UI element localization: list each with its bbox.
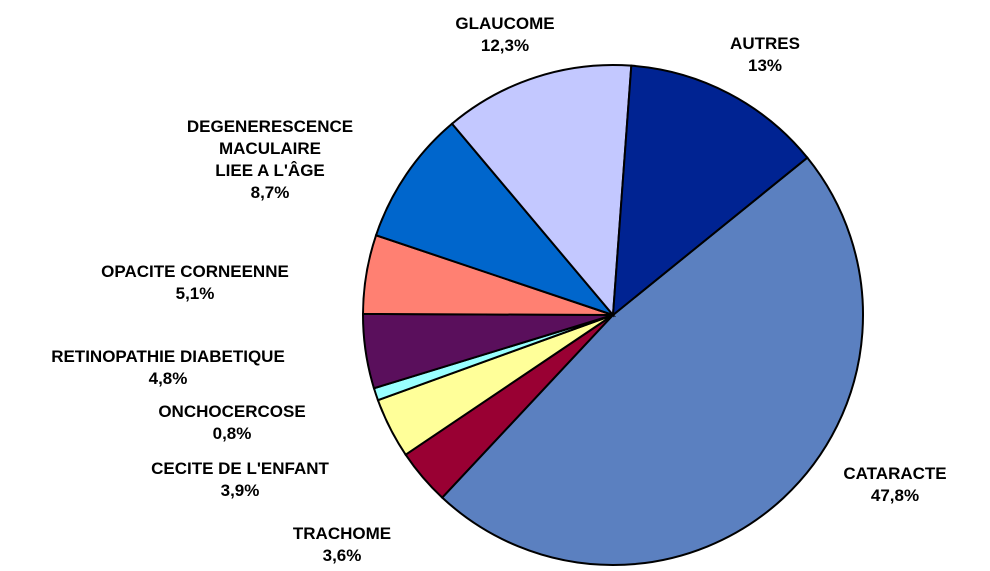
pie-slice xyxy=(440,156,864,566)
slice-label: AUTRES 13% xyxy=(730,33,800,77)
slice-label: DEGENERESCENCE MACULAIRE LIEE A L'ÂGE 8,7… xyxy=(187,116,353,204)
value-label: 5,1% xyxy=(175,284,215,303)
category-label: CECITE DE L'ENFANT xyxy=(151,459,329,478)
slice-label: GLAUCOME 12,3% xyxy=(455,13,554,57)
category-label: OPACITE CORNEENNE xyxy=(101,262,289,281)
slice-label: TRACHOME 3,6% xyxy=(293,523,391,567)
value-label: 4,8% xyxy=(148,369,188,388)
value-label: 3,6% xyxy=(322,546,362,565)
slice-label: OPACITE CORNEENNE 5,1% xyxy=(101,261,289,305)
value-label: 8,7% xyxy=(250,183,290,202)
category-label: RETINOPATHIE DIABETIQUE xyxy=(51,347,285,366)
category-label: AUTRES xyxy=(730,34,800,53)
slice-label: CATARACTE 47,8% xyxy=(843,463,946,507)
pie-slice xyxy=(450,64,633,318)
slice-label: CECITE DE L'ENFANT 3,9% xyxy=(151,458,329,502)
value-label: 3,9% xyxy=(220,481,260,500)
value-label: 13% xyxy=(747,56,783,75)
slice-label: ONCHOCERCOSE 0,8% xyxy=(158,401,305,445)
value-label: 12,3% xyxy=(480,36,530,55)
slice-label: RETINOPATHIE DIABETIQUE 4,8% xyxy=(51,346,285,390)
category-label: GLAUCOME xyxy=(455,14,555,33)
value-label: 0,8% xyxy=(212,424,252,443)
value-label: 47,8% xyxy=(870,486,920,505)
pie-slice xyxy=(611,64,809,318)
category-label: TRACHOME xyxy=(292,524,392,543)
pie-slice xyxy=(374,122,617,318)
category-label: ONCHOCERCOSE xyxy=(158,402,306,421)
category-label: CATARACTE xyxy=(843,464,947,483)
category-label: DEGENERESCENCE MACULAIRE LIEE A L'ÂGE xyxy=(186,117,354,180)
